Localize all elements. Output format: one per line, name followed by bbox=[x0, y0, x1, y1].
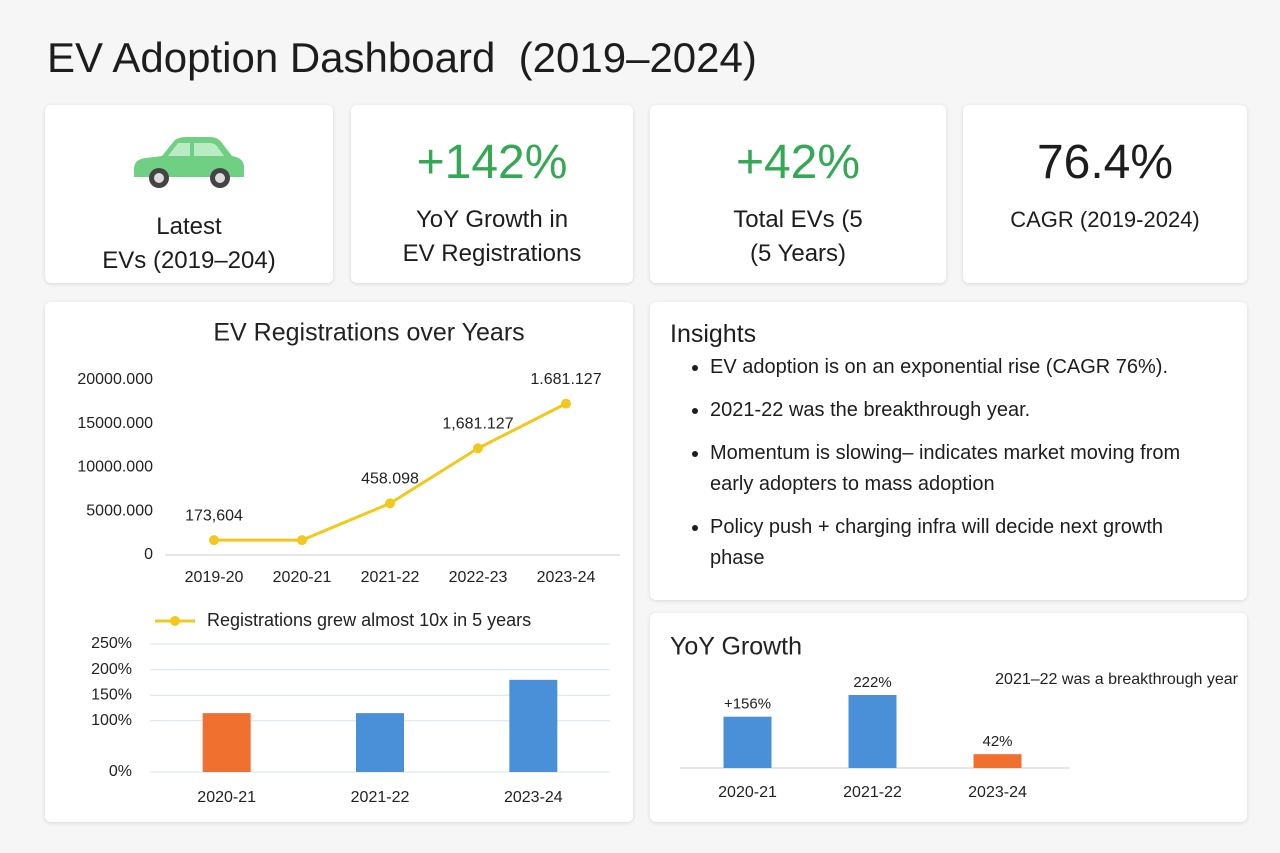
kpi-card: 76.4% CAGR (2019-2024) bbox=[963, 105, 1247, 283]
chart-title: YoY Growth bbox=[670, 633, 802, 661]
kpi-label: EVs (2019–204) bbox=[102, 247, 276, 274]
y-tick-label: 15000.000 bbox=[77, 415, 153, 432]
y-tick-label: 250% bbox=[91, 635, 132, 652]
insight: Policy push + charging infra will decide… bbox=[710, 512, 1210, 574]
legend-label: Registrations grew almost 10x in 5 years bbox=[207, 610, 531, 630]
annotation: 2021–22 was a breakthrough year bbox=[995, 671, 1239, 688]
kpi-label: (5 Years) bbox=[749, 240, 847, 267]
bar-chart: YoY Growth 2020-21 2021-22 2023-24 +156% 222%… bbox=[670, 633, 1239, 802]
y-tick-label: 10000.000 bbox=[77, 459, 153, 476]
bar bbox=[509, 679, 558, 772]
annotation: 1.681.127 bbox=[530, 371, 601, 388]
insight: 2021-22 was the breakthrough year. bbox=[710, 395, 1210, 426]
bar bbox=[848, 695, 897, 768]
value-label: +156% bbox=[724, 696, 771, 713]
kpi-label: CAGR (2019-2024) bbox=[1010, 207, 1200, 232]
x-tick-label: 2021-22 bbox=[351, 789, 410, 806]
point bbox=[385, 498, 395, 509]
y-tick-label: 5000.000 bbox=[86, 502, 153, 519]
x-tick-label: 2020-21 bbox=[273, 569, 332, 586]
y-tick-label: 100% bbox=[91, 712, 132, 729]
insight: EV adoption is on an exponential rise (C… bbox=[710, 352, 1210, 383]
x-tick-label: 2023-24 bbox=[537, 569, 596, 586]
kpi-value: +142% bbox=[416, 136, 568, 189]
chart-title: EV Registrations over Years bbox=[213, 319, 524, 347]
kpi-value: 76.4% bbox=[1036, 136, 1174, 189]
point bbox=[297, 535, 307, 546]
annotation: 1,681.127 bbox=[442, 415, 513, 432]
chart-card: YoY Growth 2020-21 2021-22 2023-24 +156% 222%… bbox=[650, 613, 1247, 822]
y-tick-label: 0% bbox=[109, 763, 132, 780]
y-tick-label: 0 bbox=[144, 546, 153, 563]
x-tick-label: 2019-20 bbox=[185, 569, 244, 586]
kpi-label: Latest bbox=[156, 213, 222, 240]
bar-chart: 0% 100% 150% 200% 250% 2020-21 2021-22 2023-24 bbox=[91, 635, 610, 806]
insight: Momentum is slowing– indicates market mo… bbox=[710, 438, 1210, 500]
bar bbox=[202, 713, 251, 772]
x-tick-label: 2022-23 bbox=[449, 569, 508, 586]
point bbox=[561, 398, 571, 409]
kpi-label: Total EVs (5 bbox=[733, 206, 863, 233]
kpi-card: +42% Total EVs (5 (5 Years) bbox=[650, 105, 946, 283]
kpi-value: +42% bbox=[735, 136, 861, 189]
x-tick-label: 2023-24 bbox=[968, 784, 1027, 801]
x-tick-label: 2020-21 bbox=[718, 784, 777, 801]
point bbox=[473, 443, 483, 454]
bar bbox=[723, 716, 772, 768]
chart-card: EV Registrations over Years 0 5000.000 1000… bbox=[45, 302, 633, 822]
insights-card: Insights EV adoption is on an exponentia… bbox=[650, 302, 1247, 600]
legend-swatch bbox=[170, 616, 180, 626]
car-icon bbox=[134, 137, 244, 188]
insights-list: EV adoption is on an exponential rise (C… bbox=[690, 352, 1210, 586]
value-label: 222% bbox=[853, 674, 891, 691]
insights-title: Insights bbox=[670, 320, 757, 348]
point bbox=[209, 535, 219, 546]
y-tick-label: 200% bbox=[91, 661, 132, 678]
x-tick-label: 2020-21 bbox=[197, 789, 256, 806]
value-label: 42% bbox=[982, 733, 1012, 750]
bar bbox=[356, 713, 404, 772]
x-tick-label: 2023-24 bbox=[504, 789, 563, 806]
kpi-card: +142% YoY Growth in EV Registrations bbox=[351, 105, 633, 283]
y-tick-label: 20000.000 bbox=[77, 371, 153, 388]
y-tick-label: 150% bbox=[91, 686, 132, 703]
kpi-label: YoY Growth in bbox=[415, 206, 569, 233]
page-title: EV Adoption Dashboard (2019–2024) bbox=[47, 34, 757, 81]
line-chart: EV Registrations over Years 0 5000.000 1000… bbox=[77, 319, 620, 630]
annotation: 173,604 bbox=[185, 507, 243, 524]
kpi-card: Latest EVs (2019–204) bbox=[45, 105, 333, 283]
kpi-label: EV Registrations bbox=[402, 240, 582, 267]
annotation: 458.098 bbox=[361, 471, 419, 488]
x-tick-label: 2021-22 bbox=[361, 569, 420, 586]
bar bbox=[973, 754, 1022, 768]
x-tick-label: 2021-22 bbox=[843, 784, 902, 801]
